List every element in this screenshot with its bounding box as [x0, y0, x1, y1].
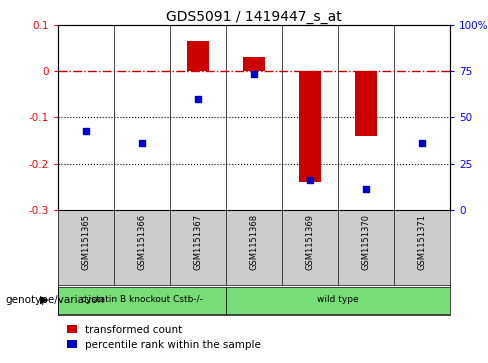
Bar: [243, 57, 265, 71]
Text: GSM1151369: GSM1151369: [305, 214, 314, 270]
Text: GSM1151371: GSM1151371: [418, 214, 427, 270]
Point: [418, 140, 426, 146]
Title: GDS5091 / 1419447_s_at: GDS5091 / 1419447_s_at: [166, 10, 342, 24]
Legend: transformed count, percentile rank within the sample: transformed count, percentile rank withi…: [63, 321, 265, 354]
Bar: [58, 286, 226, 314]
Point: [306, 177, 314, 183]
Point: [194, 96, 202, 102]
Text: cystatin B knockout Cstb-/-: cystatin B knockout Cstb-/-: [81, 295, 203, 305]
Text: GSM1151368: GSM1151368: [249, 214, 259, 270]
Text: wild type: wild type: [317, 295, 359, 305]
Text: GSM1151366: GSM1151366: [138, 214, 146, 270]
Point: [250, 71, 258, 77]
Point: [138, 140, 146, 146]
Bar: [226, 286, 450, 314]
Text: GSM1151367: GSM1151367: [194, 214, 203, 270]
Bar: [187, 41, 209, 71]
Text: genotype/variation: genotype/variation: [5, 295, 104, 305]
Point: [82, 129, 90, 134]
Text: GSM1151370: GSM1151370: [362, 214, 370, 270]
Text: GSM1151365: GSM1151365: [81, 214, 90, 270]
Text: ▶: ▶: [40, 295, 48, 305]
Point: [362, 186, 370, 192]
Bar: [355, 71, 377, 136]
Bar: [299, 71, 321, 182]
